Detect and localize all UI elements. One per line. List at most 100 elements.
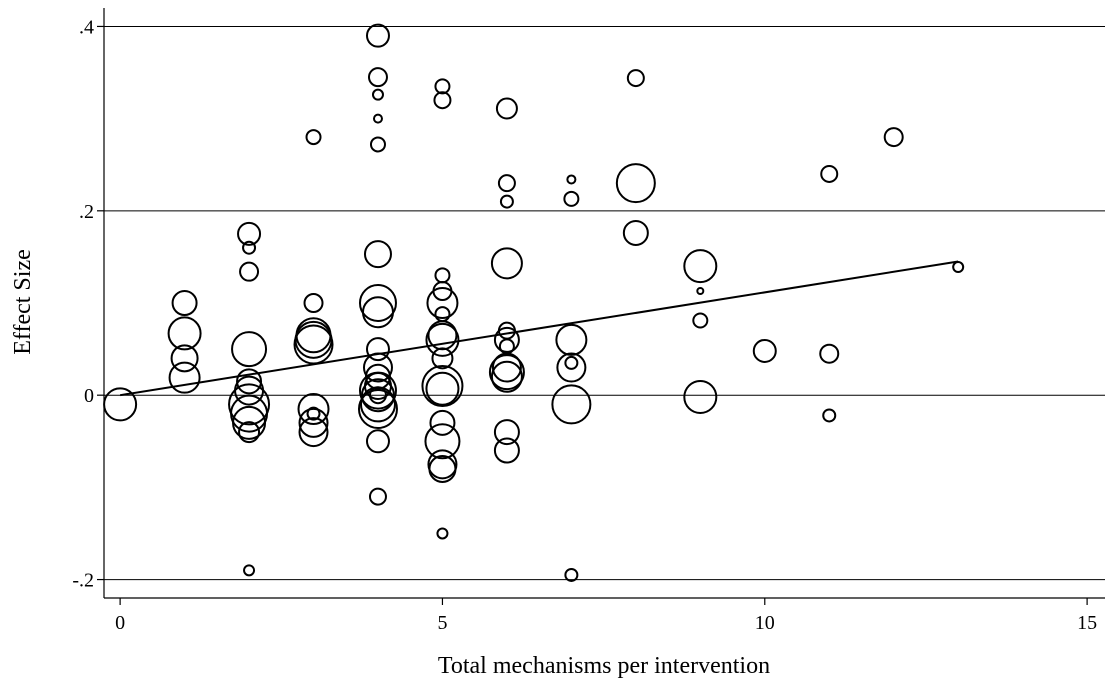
data-point-bubble [357, 389, 398, 430]
data-point-bubble [428, 454, 457, 483]
data-point-bubble [168, 361, 201, 394]
data-point-bubble [231, 331, 268, 368]
data-point-bubble [426, 287, 459, 319]
data-point-bubble [752, 338, 777, 363]
data-point-bubble [490, 247, 523, 280]
data-point-bubble [236, 368, 263, 395]
data-point-bubble [298, 407, 329, 438]
gridlines [104, 25, 1105, 581]
data-point-bubble [493, 419, 520, 446]
data-point-bubble [167, 316, 202, 351]
data-point-bubble [488, 354, 525, 391]
data-point-bubble [696, 287, 705, 296]
data-point-bubble [234, 375, 265, 406]
data-point-bubble [499, 194, 514, 209]
data-point-bubble [365, 23, 390, 48]
data-point-bubble [493, 437, 520, 464]
data-point-bubble [822, 408, 837, 423]
x-tick-label: 5 [437, 612, 447, 634]
data-point-bubble [358, 284, 397, 322]
data-point-bubble [555, 323, 588, 356]
data-point-bubble [425, 322, 460, 357]
data-point-bubble [103, 387, 138, 422]
data-point-bubble [305, 129, 322, 146]
data-point-bubble [491, 352, 522, 383]
data-point-bubble [360, 378, 395, 413]
x-tick-label: 10 [755, 612, 775, 634]
data-point-bubble [425, 371, 460, 406]
data-point-bubble [371, 88, 384, 101]
data-point-bubble [369, 136, 386, 153]
x-tick-label: 15 [1077, 612, 1097, 634]
y-tick-label: 0 [84, 385, 94, 407]
data-point-bubble [566, 174, 577, 185]
data-point-bubble [493, 326, 520, 353]
data-point-bubble [431, 347, 454, 370]
fit-line [119, 260, 959, 397]
data-point-bubble [427, 449, 458, 480]
data-point-bubble [434, 267, 451, 284]
data-point-bubble [243, 564, 256, 577]
data-point-bubble [551, 384, 592, 425]
y-tick-label: .4 [79, 16, 94, 38]
data-point-bubble [421, 364, 464, 407]
data-point-bubble [820, 164, 839, 183]
data-point-bubble [367, 67, 388, 88]
data-point-bubble [952, 261, 965, 274]
data-point-bubble [424, 423, 461, 460]
data-point-bubble [368, 487, 387, 506]
data-point-bubble [622, 219, 649, 246]
data-point-bubble [490, 360, 523, 393]
data-point-bubble [298, 417, 329, 448]
bubbles [103, 23, 965, 582]
data-point-bubble [683, 380, 718, 415]
axes [103, 8, 1105, 599]
data-point-bubble [495, 97, 518, 120]
data-point-bubble [171, 290, 198, 316]
data-point-bubble [564, 567, 579, 582]
data-point-bubble [556, 352, 587, 383]
data-point-bubble [361, 296, 394, 329]
data-point-bubble [429, 409, 456, 436]
data-point-bubble [434, 78, 451, 95]
y-axis-title: Effect Size [10, 249, 36, 355]
data-point-bubble [365, 337, 390, 362]
data-point-bubble [358, 371, 397, 410]
data-point-bubble [436, 527, 449, 540]
data-point-bubble [692, 312, 709, 329]
data-point-bubble [563, 190, 580, 207]
data-point-bubble [239, 261, 260, 282]
data-point-bubble [433, 91, 452, 110]
data-point-bubble [232, 405, 267, 440]
data-point-bubble [303, 293, 324, 313]
data-point-bubble [819, 343, 840, 364]
data-point-bubble [432, 281, 453, 302]
data-point-bubble [564, 355, 579, 370]
data-point-bubble [615, 163, 656, 204]
data-point-bubble [237, 221, 262, 246]
data-point-bubble [363, 240, 392, 269]
x-axis-title: Total mechanisms per intervention [438, 653, 770, 679]
data-point-bubble [359, 386, 396, 423]
data-point-bubble [306, 406, 321, 421]
ticks: -.2 0 .2 .4 0 5 10 15 [72, 16, 1097, 634]
fit-line-group [119, 260, 959, 397]
y-tick-label: -.2 [72, 570, 94, 592]
data-point-bubble [497, 321, 516, 340]
data-point-bubble [372, 113, 383, 124]
data-point-bubble [242, 240, 257, 255]
y-tick-label: .2 [79, 201, 94, 223]
data-point-bubble [297, 393, 330, 426]
data-point-bubble [497, 174, 516, 193]
data-point-bubble [228, 383, 271, 426]
data-point-bubble [365, 429, 390, 454]
data-point-bubble [238, 421, 261, 444]
x-tick-label: 0 [115, 612, 125, 634]
data-point-bubble [230, 394, 269, 433]
data-point-bubble [170, 344, 199, 373]
data-point-bubble [295, 317, 332, 354]
data-point-bubble [626, 69, 645, 88]
data-point-bubble [683, 249, 718, 284]
